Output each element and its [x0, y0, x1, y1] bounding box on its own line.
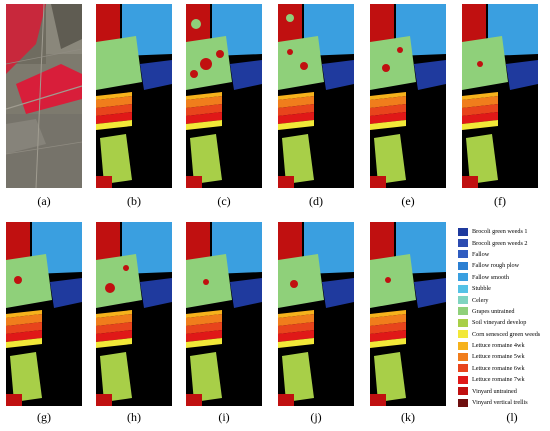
legend-swatch — [458, 387, 468, 396]
legend-item: Grapes untrained — [458, 306, 550, 317]
legend-label: Corn senesced green weeds — [472, 330, 541, 338]
panel-b — [96, 4, 172, 188]
legend-label: Fallow rough plow — [472, 262, 520, 270]
classification-map — [370, 222, 446, 406]
classification-map — [278, 4, 354, 188]
legend-item: Stubble — [458, 283, 550, 294]
legend-label: Grapes untrained — [472, 307, 515, 315]
legend-item: Lettuce romaine 5wk — [458, 351, 550, 362]
legend-swatch — [458, 330, 468, 339]
legend-label: Fallow — [472, 250, 490, 258]
classification-map — [370, 4, 446, 188]
classification-map — [186, 222, 262, 406]
legend-label: Stubble — [472, 285, 491, 293]
classification-map — [96, 222, 172, 406]
panel-label-j: (j) — [310, 410, 322, 424]
legend-swatch — [458, 227, 468, 236]
panel-g — [6, 222, 82, 406]
legend-swatch — [458, 375, 468, 384]
legend-label: Vinyard vertical trellis — [472, 399, 528, 407]
panel-f — [462, 4, 538, 188]
panel-d — [278, 4, 354, 188]
legend-swatch — [458, 352, 468, 361]
legend-item: Fallow smooth — [458, 272, 550, 283]
classification-map — [186, 4, 262, 188]
panel-j — [278, 222, 354, 406]
panel-label-k: (k) — [401, 410, 415, 424]
panel-label-b: (b) — [127, 194, 141, 208]
classification-map — [462, 4, 538, 188]
legend-swatch — [458, 318, 468, 327]
classification-map — [6, 222, 82, 406]
legend-swatch — [458, 296, 468, 305]
panel-label-h: (h) — [127, 410, 141, 424]
legend-item: Brocoli green weeds 2 — [458, 237, 550, 248]
legend-swatch — [458, 239, 468, 248]
legend: Brocoli green weeds 1 Brocoli green weeds… — [458, 226, 550, 408]
legend-item: Corn senesced green weeds — [458, 329, 550, 340]
legend-item: Fallow — [458, 249, 550, 260]
legend-label: Soil vineyard develop — [472, 319, 527, 327]
legend-label: Fallow smooth — [472, 273, 509, 281]
panel-e — [370, 4, 446, 188]
legend-item: Vinyard vertical trellis — [458, 397, 550, 408]
legend-swatch — [458, 398, 468, 407]
panel-label-d: (d) — [309, 194, 323, 208]
legend-item: Vinyard untrained — [458, 385, 550, 396]
legend-swatch — [458, 273, 468, 282]
legend-item: Celery — [458, 294, 550, 305]
classification-map — [278, 222, 354, 406]
legend-item: Lettuce romaine 6wk — [458, 363, 550, 374]
panel-a — [6, 4, 82, 188]
legend-swatch — [458, 307, 468, 316]
legend-item: Brocoli green weeds 1 — [458, 226, 550, 237]
panel-k — [370, 222, 446, 406]
legend-label: Celery — [472, 296, 489, 304]
legend-swatch — [458, 364, 468, 373]
panel-h — [96, 222, 172, 406]
legend-item: Soil vineyard develop — [458, 317, 550, 328]
ground-truth-map — [96, 4, 172, 188]
legend-swatch — [458, 284, 468, 293]
legend-label: Lettuce romaine 7wk — [472, 376, 525, 384]
legend-item: Fallow rough plow — [458, 260, 550, 271]
legend-label: Brocoli green weeds 2 — [472, 239, 528, 247]
legend-swatch — [458, 261, 468, 270]
legend-label: Lettuce romaine 4wk — [472, 342, 525, 350]
panel-i — [186, 222, 262, 406]
legend-label: Vinyard untrained — [472, 387, 517, 395]
legend-item: Lettuce romaine 7wk — [458, 374, 550, 385]
panel-label-g: (g) — [37, 410, 51, 424]
panel-label-c: (c) — [217, 194, 231, 208]
legend-swatch — [458, 250, 468, 259]
panel-label-a: (a) — [37, 194, 51, 208]
panel-label-i: (i) — [218, 410, 230, 424]
legend-label: Brocoli green weeds 1 — [472, 228, 528, 236]
panel-c — [186, 4, 262, 188]
panel-label-f: (f) — [494, 194, 506, 208]
panel-label-l: (l) — [506, 410, 518, 424]
panel-label-e: (e) — [401, 194, 415, 208]
satellite-image — [6, 4, 82, 188]
legend-label: Lettuce romaine 5wk — [472, 353, 525, 361]
legend-label: Lettuce romaine 6wk — [472, 364, 525, 372]
legend-swatch — [458, 341, 468, 350]
legend-item: Lettuce romaine 4wk — [458, 340, 550, 351]
